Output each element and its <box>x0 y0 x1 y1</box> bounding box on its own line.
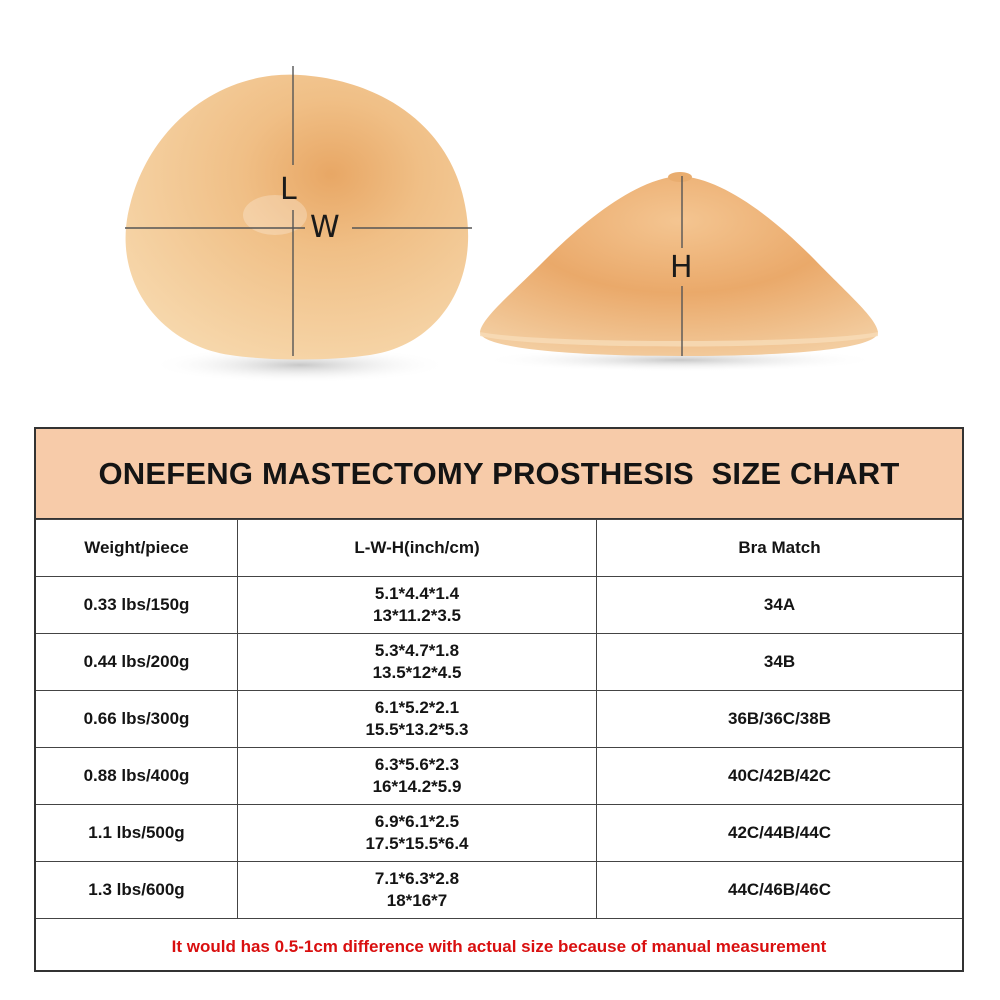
dimensions-cm: 17.5*15.5*6.4 <box>365 834 469 853</box>
dimensions-cm: 13.5*12*4.5 <box>372 663 462 682</box>
weight-cell: 0.88 lbs/400g <box>36 747 238 805</box>
side-view-prosthesis <box>480 176 878 356</box>
product-photos: L W H <box>0 0 1000 420</box>
bra-match-cell: 36B/36C/38B <box>596 690 962 748</box>
weight-cell: 1.3 lbs/600g <box>36 861 238 919</box>
weight-cell: 0.33 lbs/150g <box>36 576 238 634</box>
bra-match-cell: 34B <box>596 633 962 691</box>
dimensions-cell: 6.3*5.6*2.3 16*14.2*5.9 <box>237 747 597 805</box>
table-row: 1.3 lbs/600g 7.1*6.3*2.8 18*16*7 44C/46B/… <box>36 861 962 919</box>
bra-match-cell: 40C/42B/42C <box>596 747 962 805</box>
table-row: 0.33 lbs/150g 5.1*4.4*1.4 13*11.2*3.5 34A <box>36 576 962 634</box>
dimensions-cell: 5.1*4.4*1.4 13*11.2*3.5 <box>237 576 597 634</box>
dimensions-inch: 6.9*6.1*2.5 <box>374 812 460 831</box>
measurement-note: It would has 0.5-1cm difference with act… <box>36 918 962 975</box>
weight-cell: 0.44 lbs/200g <box>36 633 238 691</box>
dimensions-cm: 15.5*13.2*5.3 <box>365 720 469 739</box>
dimensions-cell: 5.3*4.7*1.8 13.5*12*4.5 <box>237 633 597 691</box>
header-dimensions: L-W-H(inch/cm) <box>237 519 597 577</box>
dimensions-inch: 7.1*6.3*2.8 <box>374 869 460 888</box>
dimensions-inch: 6.1*5.2*2.1 <box>374 698 460 717</box>
table-row: 0.88 lbs/400g 6.3*5.6*2.3 16*14.2*5.9 40C… <box>36 747 962 805</box>
note-row: It would has 0.5-1cm difference with act… <box>36 918 962 975</box>
bra-match-cell: 42C/44B/44C <box>596 804 962 862</box>
chart-title: ONEFENG MASTECTOMY PROSTHESIS SIZE CHART <box>36 429 962 519</box>
dimensions-inch: 5.1*4.4*1.4 <box>374 584 460 603</box>
header-bra-match: Bra Match <box>596 519 962 577</box>
dimensions-cm: 16*14.2*5.9 <box>372 777 462 796</box>
dimensions-cell: 7.1*6.3*2.8 18*16*7 <box>237 861 597 919</box>
weight-cell: 1.1 lbs/500g <box>36 804 238 862</box>
dimensions-cm: 18*16*7 <box>386 891 448 910</box>
bra-match-cell: 34A <box>596 576 962 634</box>
length-label: L <box>280 172 297 207</box>
table-row: 0.44 lbs/200g 5.3*4.7*1.8 13.5*12*4.5 34B <box>36 633 962 691</box>
front-view-prosthesis <box>125 74 469 360</box>
size-chart: ONEFENG MASTECTOMY PROSTHESIS SIZE CHART… <box>34 427 964 975</box>
prosthesis-illustration <box>125 66 880 383</box>
dimensions-cm: 13*11.2*3.5 <box>373 606 461 625</box>
dimensions-cell: 6.9*6.1*2.5 17.5*15.5*6.4 <box>237 804 597 862</box>
dimensions-inch: 5.3*4.7*1.8 <box>374 641 460 660</box>
weight-cell: 0.66 lbs/300g <box>36 690 238 748</box>
table-header-row: Weight/piece L-W-H(inch/cm) Bra Match <box>36 519 962 577</box>
side-shadow <box>480 348 880 372</box>
dimensions-inch: 6.3*5.6*2.3 <box>374 755 460 774</box>
width-label: W <box>310 210 340 245</box>
header-weight: Weight/piece <box>36 519 238 577</box>
bra-match-cell: 44C/46B/46C <box>596 861 962 919</box>
height-label: H <box>670 250 693 285</box>
front-shadow <box>150 347 450 383</box>
table-row: 1.1 lbs/500g 6.9*6.1*2.5 17.5*15.5*6.4 42… <box>36 804 962 862</box>
table-row: 0.66 lbs/300g 6.1*5.2*2.1 15.5*13.2*5.3 3… <box>36 690 962 748</box>
size-table: Weight/piece L-W-H(inch/cm) Bra Match 0.… <box>36 519 962 975</box>
dimensions-cell: 6.1*5.2*2.1 15.5*13.2*5.3 <box>237 690 597 748</box>
